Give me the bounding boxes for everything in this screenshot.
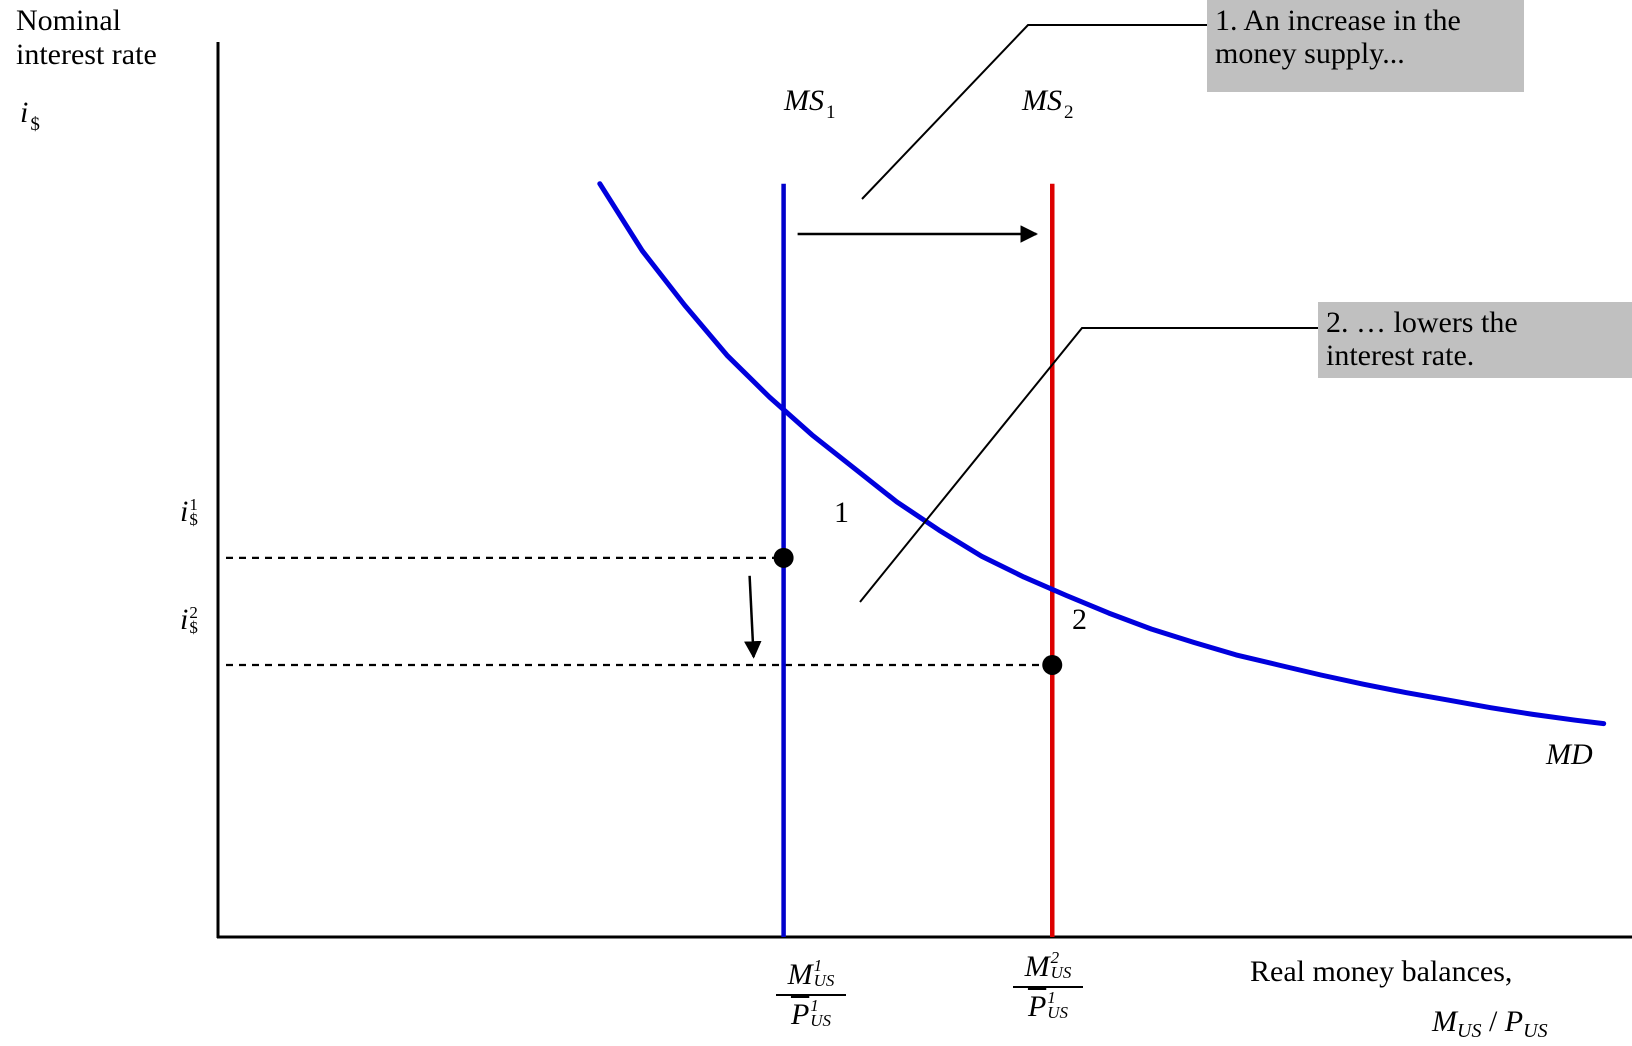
equilibrium-label-2: 2 xyxy=(1072,603,1087,636)
y-tick-i1: i 1 $ xyxy=(180,495,198,529)
equilibrium-point-1 xyxy=(773,547,794,568)
md-curve xyxy=(597,181,1607,727)
callout-leader-1 xyxy=(861,24,1207,200)
x-axis-unit: MUS / PUS xyxy=(1432,1005,1548,1042)
ms2-label: MS 2 xyxy=(1022,84,1074,123)
rate-drop-arrow xyxy=(744,575,762,659)
callout-leader-2 xyxy=(859,327,1318,603)
y-tick-i2: i 2 $ xyxy=(180,603,198,637)
callout-money-supply-increase: 1. An increase in the money supply... xyxy=(1207,0,1524,92)
equilibrium-point-2 xyxy=(1042,654,1063,675)
x-tick-m1-over-p1: M 1 US P 1 US xyxy=(766,957,856,1032)
callout-lowers-interest-rate: 2. … lowers the interest rate. xyxy=(1318,302,1632,378)
ms1-label: MS 1 xyxy=(784,84,836,123)
x-axis-label: Real money balances, xyxy=(1250,955,1513,988)
x-tick-m2-over-p1: M 2 US P 1 US xyxy=(1003,949,1093,1024)
equilibrium-label-1: 1 xyxy=(834,496,849,529)
md-label: MD xyxy=(1546,738,1593,771)
y-axis-label: Nominal interest rate xyxy=(16,4,157,71)
y-axis-symbol: i $ xyxy=(20,96,40,135)
